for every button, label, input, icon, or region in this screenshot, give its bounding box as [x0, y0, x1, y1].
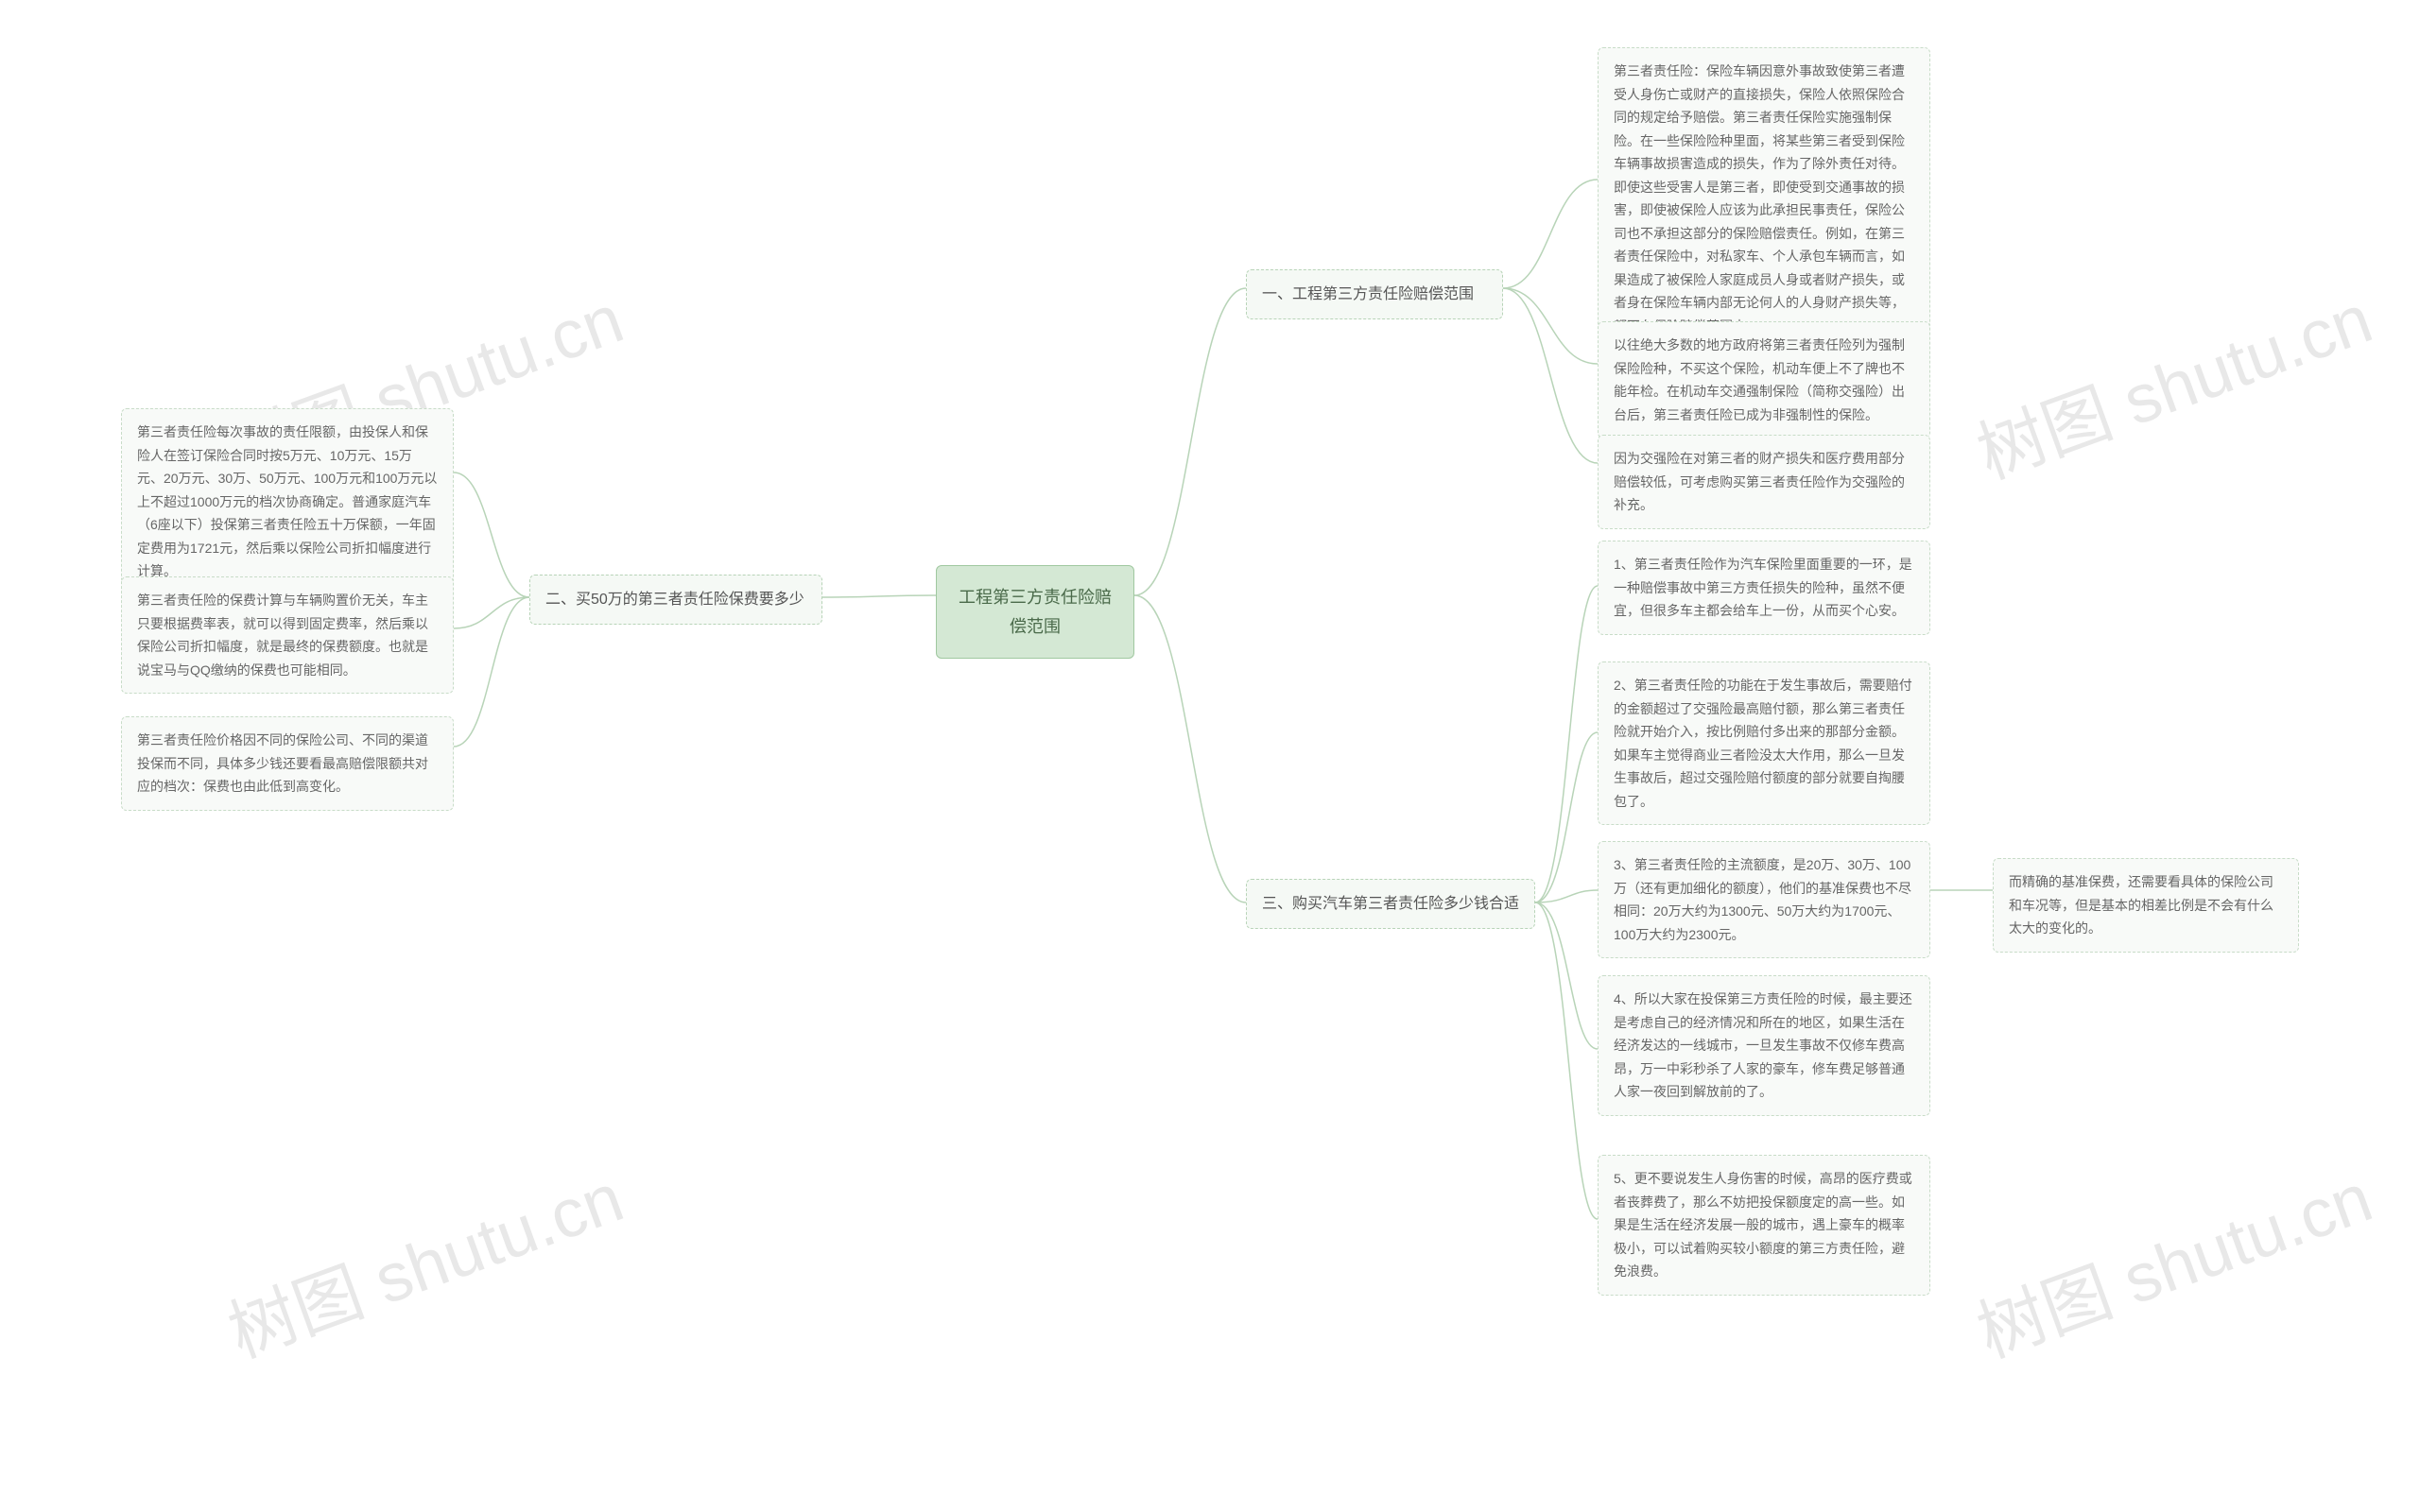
leaf-3-5-text: 5、更不要说发生人身伤害的时候，高昂的医疗费或者丧葬费了，那么不妨把投保额度定的… — [1614, 1171, 1912, 1279]
leaf-1-1: 第三者责任险：保险车辆因意外事故致使第三者遭受人身伤亡或财产的直接损失，保险人依… — [1598, 47, 1930, 350]
leaf-2-3: 第三者责任险价格因不同的保险公司、不同的渠道投保而不同，具体多少钱还要看最高赔偿… — [121, 716, 454, 811]
watermark: 树图 shutu.cn — [213, 1143, 634, 1377]
leaf-1-1-text: 第三者责任险：保险车辆因意外事故致使第三者遭受人身伤亡或财产的直接损失，保险人依… — [1614, 63, 1905, 334]
leaf-2-2: 第三者责任险的保费计算与车辆购置价无关，车主只要根据费率表，就可以得到固定费率，… — [121, 576, 454, 694]
root-label: 工程第三方责任险赔偿范围 — [959, 588, 1112, 636]
watermark: 树图 shutu.cn — [1962, 1143, 2383, 1377]
leaf-1-3-text: 因为交强险在对第三者的财产损失和医疗费用部分赔偿较低，可考虑购买第三者责任险作为… — [1614, 451, 1905, 512]
leaf-2-3-text: 第三者责任险价格因不同的保险公司、不同的渠道投保而不同，具体多少钱还要看最高赔偿… — [137, 732, 428, 794]
leaf-3-3-sub: 而精确的基准保费，还需要看具体的保险公司和车况等，但是基本的相差比例是不会有什么… — [1993, 858, 2299, 953]
leaf-3-4: 4、所以大家在投保第三方责任险的时候，最主要还是考虑自己的经济情况和所在的地区，… — [1598, 975, 1930, 1116]
leaf-1-2: 以往绝大多数的地方政府将第三者责任险列为强制保险险种，不买这个保险，机动车便上不… — [1598, 321, 1930, 438]
leaf-3-1: 1、第三者责任险作为汽车保险里面重要的一环，是一种赔偿事故中第三方责任损失的险种… — [1598, 541, 1930, 635]
branch-2-label: 二、买50万的第三者责任险保费要多少 — [545, 592, 804, 608]
leaf-2-2-text: 第三者责任险的保费计算与车辆购置价无关，车主只要根据费率表，就可以得到固定费率，… — [137, 593, 428, 678]
leaf-3-2-text: 2、第三者责任险的功能在于发生事故后，需要赔付的金额超过了交强险最高赔付额，那么… — [1614, 678, 1912, 809]
leaf-3-3-sub-text: 而精确的基准保费，还需要看具体的保险公司和车况等，但是基本的相差比例是不会有什么… — [2009, 874, 2273, 936]
leaf-2-1-text: 第三者责任险每次事故的责任限额，由投保人和保险人在签订保险合同时按5万元、10万… — [137, 424, 437, 578]
leaf-3-4-text: 4、所以大家在投保第三方责任险的时候，最主要还是考虑自己的经济情况和所在的地区，… — [1614, 991, 1912, 1099]
branch-2: 二、买50万的第三者责任险保费要多少 — [529, 575, 822, 625]
leaf-2-1: 第三者责任险每次事故的责任限额，由投保人和保险人在签订保险合同时按5万元、10万… — [121, 408, 454, 595]
branch-1-label: 一、工程第三方责任险赔偿范围 — [1262, 286, 1474, 302]
root-node: 工程第三方责任险赔偿范围 — [936, 565, 1134, 659]
leaf-3-3-text: 3、第三者责任险的主流额度，是20万、30万、100万（还有更加细化的额度），他… — [1614, 857, 1911, 942]
leaf-3-1-text: 1、第三者责任险作为汽车保险里面重要的一环，是一种赔偿事故中第三方责任损失的险种… — [1614, 557, 1912, 618]
watermark: 树图 shutu.cn — [1962, 264, 2383, 498]
branch-3: 三、购买汽车第三者责任险多少钱合适 — [1246, 879, 1535, 929]
branch-1: 一、工程第三方责任险赔偿范围 — [1246, 269, 1503, 319]
branch-3-label: 三、购买汽车第三者责任险多少钱合适 — [1262, 896, 1519, 912]
leaf-3-5: 5、更不要说发生人身伤害的时候，高昂的医疗费或者丧葬费了，那么不妨把投保额度定的… — [1598, 1155, 1930, 1296]
leaf-3-2: 2、第三者责任险的功能在于发生事故后，需要赔付的金额超过了交强险最高赔付额，那么… — [1598, 662, 1930, 825]
leaf-1-2-text: 以往绝大多数的地方政府将第三者责任险列为强制保险险种，不买这个保险，机动车便上不… — [1614, 337, 1905, 422]
leaf-3-3: 3、第三者责任险的主流额度，是20万、30万、100万（还有更加细化的额度），他… — [1598, 841, 1930, 958]
leaf-1-3: 因为交强险在对第三者的财产损失和医疗费用部分赔偿较低，可考虑购买第三者责任险作为… — [1598, 435, 1930, 529]
